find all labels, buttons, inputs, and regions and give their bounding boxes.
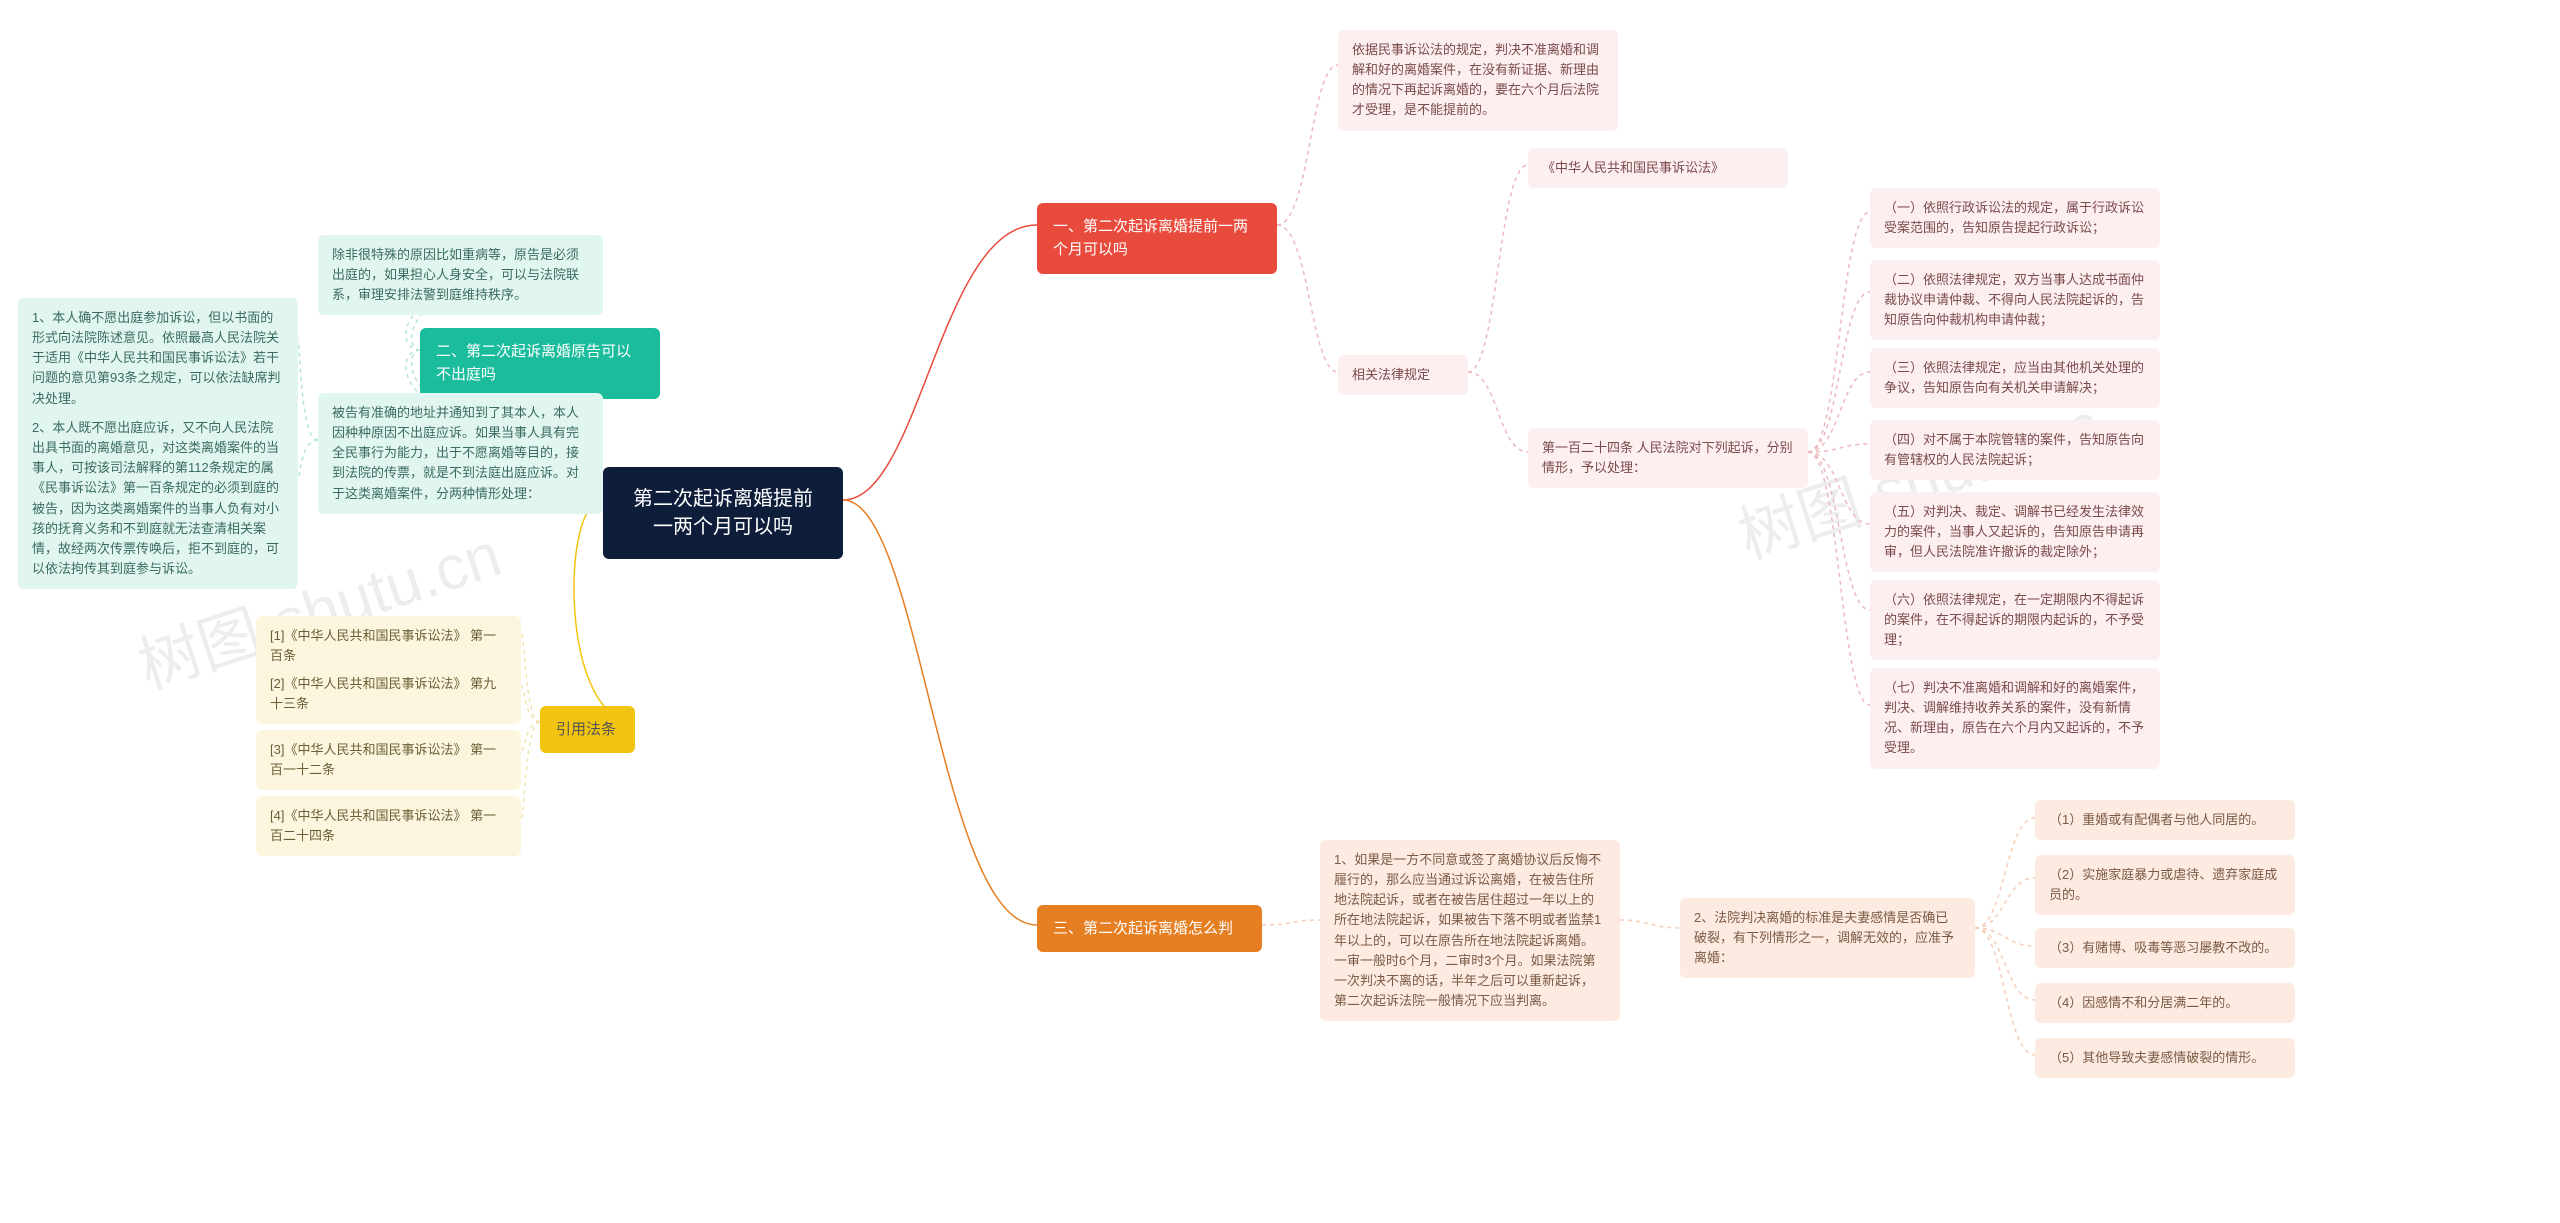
root-node: 第二次起诉离婚提前一两个月可以吗 [603,467,843,559]
leaf-node: 第一百二十四条 人民法院对下列起诉，分别情形，予以处理： [1528,428,1808,488]
leaf-node: 相关法律规定 [1338,355,1468,395]
leaf-node: [4]《中华人民共和国民事诉讼法》 第一百二十四条 [256,796,521,856]
leaf-node: （1）重婚或有配偶者与他人同居的。 [2035,800,2295,840]
leaf-node: （一）依照行政诉讼法的规定，属于行政诉讼受案范围的，告知原告提起行政诉讼； [1870,188,2160,248]
leaf-node: （4）因感情不和分居满二年的。 [2035,983,2295,1023]
section-node: 引用法条 [540,706,635,753]
leaf-node: 1、如果是一方不同意或签了离婚协议后反悔不履行的，那么应当通过诉讼离婚，在被告住… [1320,840,1620,1021]
leaf-node: （3）有赌博、吸毒等恶习屡教不改的。 [2035,928,2295,968]
leaf-node: 2、法院判决离婚的标准是夫妻感情是否确已破裂，有下列情形之一，调解无效的，应准予… [1680,898,1975,978]
section-node: 三、第二次起诉离婚怎么判 [1037,905,1262,952]
leaf-node: （2）实施家庭暴力或虐待、遗弃家庭成员的。 [2035,855,2295,915]
leaf-node: 除非很特殊的原因比如重病等，原告是必须出庭的，如果担心人身安全，可以与法院联系，… [318,235,603,315]
leaf-node: 1、本人确不愿出庭参加诉讼，但以书面的形式向法院陈述意见。依照最高人民法院关于适… [18,298,298,419]
leaf-node: （五）对判决、裁定、调解书已经发生法律效力的案件，当事人又起诉的，告知原告申请再… [1870,492,2160,572]
leaf-node: （三）依照法律规定，应当由其他机关处理的争议，告知原告向有关机关申请解决； [1870,348,2160,408]
leaf-node: [2]《中华人民共和国民事诉讼法》 第九十三条 [256,664,521,724]
section-node: 二、第二次起诉离婚原告可以不出庭吗 [420,328,660,399]
section-node: 一、第二次起诉离婚提前一两个月可以吗 [1037,203,1277,274]
leaf-node: （四）对不属于本院管辖的案件，告知原告向有管辖权的人民法院起诉； [1870,420,2160,480]
leaf-node: （七）判决不准离婚和调解和好的离婚案件，判决、调解维持收养关系的案件，没有新情况… [1870,668,2160,769]
leaf-node: 《中华人民共和国民事诉讼法》 [1528,148,1788,188]
leaf-node: 被告有准确的地址并通知到了其本人，本人因种种原因不出庭应诉。如果当事人具有完全民… [318,393,603,514]
leaf-node: （二）依照法律规定，双方当事人达成书面仲裁协议申请仲裁、不得向人民法院起诉的，告… [1870,260,2160,340]
leaf-node: 依据民事诉讼法的规定，判决不准离婚和调解和好的离婚案件，在没有新证据、新理由的情… [1338,30,1618,131]
leaf-node: 2、本人既不愿出庭应诉，又不向人民法院出具书面的离婚意见，对这类离婚案件的当事人… [18,408,298,589]
leaf-node: （六）依照法律规定，在一定期限内不得起诉的案件，在不得起诉的期限内起诉的，不予受… [1870,580,2160,660]
leaf-node: [3]《中华人民共和国民事诉讼法》 第一百一十二条 [256,730,521,790]
leaf-node: （5）其他导致夫妻感情破裂的情形。 [2035,1038,2295,1078]
